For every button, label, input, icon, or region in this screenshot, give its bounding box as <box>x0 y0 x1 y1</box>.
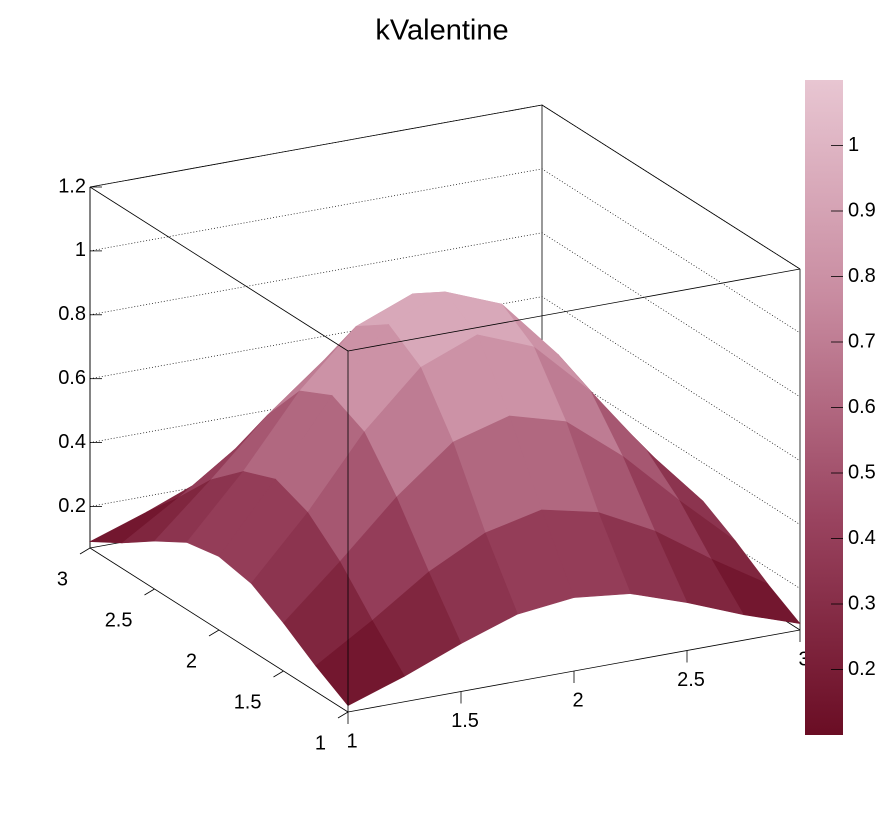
z-tick-label: 1 <box>75 239 86 261</box>
z-tick-label: 0.8 <box>58 303 86 325</box>
colorbar-tick-label: 0.2 <box>848 658 876 680</box>
x-tick-label: 1.5 <box>451 710 479 732</box>
y-tick <box>273 670 284 678</box>
colorbar-tick-label: 1 <box>848 134 859 156</box>
z-tick-label: 0.6 <box>58 367 86 389</box>
y-tick-label: 3 <box>57 568 68 590</box>
y-tick-label: 1 <box>315 732 326 754</box>
x-tick-label: 2 <box>572 689 583 711</box>
grid-line <box>89 232 801 398</box>
y-tick <box>79 547 91 555</box>
y-tick-label: 1.5 <box>234 691 262 713</box>
grid-line <box>89 168 801 334</box>
surface-patch <box>315 620 405 706</box>
x-tick-label: 3 <box>798 648 809 670</box>
z-tick-label: 1.2 <box>58 175 86 197</box>
colorbar-tick-label: 0.6 <box>848 396 876 418</box>
y-tick <box>144 588 155 596</box>
colorbar-tick-label: 0.9 <box>848 199 876 221</box>
box-edge <box>347 268 801 352</box>
z-tick-label: 0.4 <box>58 431 86 453</box>
colorbar-tick-label: 0.4 <box>848 527 876 549</box>
x-tick-label: 2.5 <box>677 669 705 691</box>
grid-line <box>89 104 801 270</box>
colorbar-tick-label: 0.8 <box>848 265 876 287</box>
box-edge <box>89 186 349 352</box>
z-tick-label: 0.2 <box>58 495 86 517</box>
chart-title: kValentine <box>375 15 508 47</box>
colorbar-tick-label: 0.7 <box>848 330 876 352</box>
y-tick <box>208 629 220 637</box>
colorbar-tick-label: 0.3 <box>848 592 876 614</box>
grid-line <box>89 296 801 461</box>
y-tick-label: 2.5 <box>105 609 133 631</box>
y-tick <box>337 711 349 719</box>
box-edge <box>89 104 543 188</box>
y-tick-label: 2 <box>186 650 197 672</box>
colorbar-tick-label: 0.5 <box>848 461 876 483</box>
x-tick-label: 1 <box>346 730 357 752</box>
